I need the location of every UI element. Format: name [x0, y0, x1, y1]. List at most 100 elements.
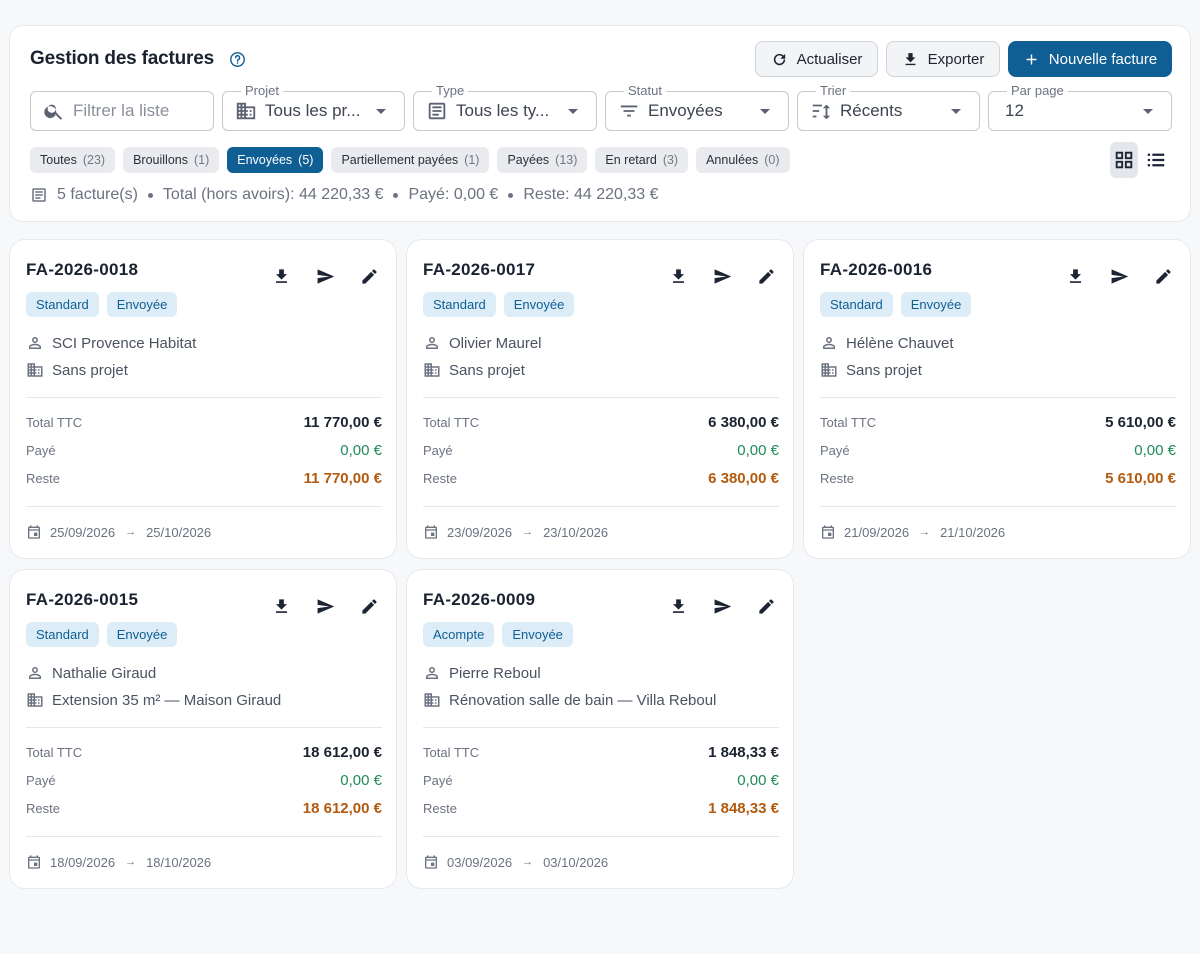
send-button[interactable]	[709, 594, 735, 618]
download-button[interactable]	[268, 594, 294, 618]
edit-button[interactable]	[753, 264, 779, 288]
grid-view-button[interactable]	[1110, 142, 1138, 178]
search-field[interactable]	[30, 91, 214, 131]
invoice-card[interactable]: FA-2026-0009 Acompte Envoyée Pierre Rebo…	[406, 569, 794, 889]
send-icon	[316, 267, 335, 286]
status-chip-4[interactable]: Payées (13)	[497, 147, 588, 173]
status-select[interactable]: Statut Envoyées	[605, 83, 789, 131]
client-name: Olivier Maurel	[449, 334, 542, 352]
status-chip-2[interactable]: Envoyées (5)	[227, 147, 324, 173]
export-button[interactable]: Exporter	[886, 41, 1000, 77]
invoice-number: FA-2026-0016	[820, 260, 933, 279]
project-select[interactable]: Projet Tous les pr...	[222, 83, 405, 131]
invoice-card[interactable]: FA-2026-0017 Standard Envoyée Olivier Ma…	[406, 239, 794, 559]
send-button[interactable]	[1106, 264, 1132, 288]
rest-row: Reste 6 380,00 €	[423, 470, 779, 487]
download-button[interactable]	[268, 264, 294, 288]
download-button[interactable]	[665, 594, 691, 618]
summary-bar: 5 facture(s) Total (hors avoirs): 44 220…	[30, 186, 659, 204]
building-icon	[26, 361, 52, 379]
edit-button[interactable]	[356, 594, 382, 618]
type-select[interactable]: Type Tous les ty...	[413, 83, 597, 131]
total-row: Total TTC 18 612,00 €	[26, 744, 382, 761]
download-icon	[669, 267, 688, 286]
project-name: Sans projet	[52, 361, 128, 379]
rest-row: Reste 5 610,00 €	[820, 470, 1176, 487]
status-chips: Toutes (23) Brouillons (1) Envoyées (5) …	[30, 147, 790, 173]
status-chip-3[interactable]: Partiellement payées (1)	[331, 147, 490, 173]
client-name: Hélène Chauvet	[846, 334, 954, 352]
invoice-card[interactable]: FA-2026-0015 Standard Envoyée Nathalie G…	[9, 569, 397, 889]
status-chip-count: (0)	[764, 153, 780, 167]
help-icon[interactable]	[229, 51, 246, 68]
status-chip-count: (1)	[464, 153, 480, 167]
rest-label: Reste	[820, 471, 854, 486]
status-badge: Envoyée	[503, 292, 575, 317]
type-badge: Standard	[820, 292, 893, 317]
total-value: 11 770,00 €	[303, 414, 382, 431]
send-button[interactable]	[709, 264, 735, 288]
per-page-select[interactable]: Par page 12	[988, 83, 1172, 131]
chevron-down-icon	[376, 108, 386, 114]
new-invoice-button[interactable]: Nouvelle facture	[1008, 41, 1172, 77]
plus-icon	[1023, 51, 1040, 68]
export-label: Exporter	[927, 50, 985, 68]
date-start: 23/09/2026	[447, 524, 513, 540]
status-badge: Envoyée	[502, 622, 573, 647]
total-row: Total TTC 6 380,00 €	[423, 414, 779, 431]
arrow-icon: →	[919, 526, 931, 538]
client-name: Pierre Reboul	[449, 664, 541, 682]
download-button[interactable]	[665, 264, 691, 288]
download-icon	[272, 597, 291, 616]
edit-button[interactable]	[1150, 264, 1176, 288]
send-button[interactable]	[312, 264, 338, 288]
status-badge: Envoyée	[900, 292, 972, 317]
paid-row: Payé 0,00 €	[423, 772, 779, 789]
type-select-label: Type	[432, 83, 469, 99]
paid-row: Payé 0,00 €	[26, 442, 382, 459]
refresh-button[interactable]: Actualiser	[755, 41, 878, 77]
status-chip-1[interactable]: Brouillons (1)	[123, 147, 220, 173]
status-chip-0[interactable]: Toutes (23)	[30, 147, 116, 173]
arrow-icon: →	[125, 856, 137, 868]
edit-button[interactable]	[753, 594, 779, 618]
list-view-button[interactable]	[1142, 142, 1170, 178]
invoice-tags: Standard Envoyée	[820, 292, 972, 317]
status-chip-count: (23)	[82, 153, 106, 167]
filter-icon	[618, 100, 640, 122]
project-line: Sans projet	[26, 361, 128, 379]
building-icon	[423, 361, 449, 379]
invoice-card[interactable]: FA-2026-0018 Standard Envoyée SCI Proven…	[9, 239, 397, 559]
separator-dot	[147, 192, 153, 198]
chevron-down-icon	[951, 108, 961, 114]
paid-value: 0,00 €	[340, 442, 382, 459]
status-chip-6[interactable]: Annulées (0)	[696, 147, 790, 173]
invoice-tags: Acompte Envoyée	[423, 622, 573, 647]
edit-button[interactable]	[356, 264, 382, 288]
date-start: 21/09/2026	[844, 524, 910, 540]
download-button[interactable]	[1062, 264, 1088, 288]
per-page-select-label: Par page	[1007, 83, 1068, 99]
invoice-actions	[268, 594, 382, 618]
client-name: SCI Provence Habitat	[52, 334, 197, 352]
date-range: 23/09/2026 → 23/10/2026	[423, 524, 608, 540]
divider	[423, 506, 779, 507]
search-input[interactable]	[73, 101, 203, 121]
calendar-icon	[423, 854, 447, 870]
invoice-card[interactable]: FA-2026-0016 Standard Envoyée Hélène Cha…	[803, 239, 1191, 559]
calendar-icon	[26, 854, 50, 870]
type-badge: Standard	[26, 622, 99, 647]
summary-paid: Payé: 0,00 €	[408, 186, 499, 203]
date-start: 25/09/2026	[50, 524, 116, 540]
per-page-select-value: 12	[1005, 101, 1024, 120]
divider	[26, 506, 382, 507]
pencil-icon	[1154, 267, 1173, 286]
calendar-icon	[26, 524, 50, 540]
project-line: Extension 35 m² — Maison Giraud	[26, 691, 281, 709]
status-chip-5[interactable]: En retard (3)	[595, 147, 689, 173]
total-row: Total TTC 11 770,00 €	[26, 414, 382, 431]
sort-select[interactable]: Trier Récents	[797, 83, 980, 131]
divider	[423, 397, 779, 398]
send-button[interactable]	[312, 594, 338, 618]
paid-value: 0,00 €	[737, 442, 779, 459]
